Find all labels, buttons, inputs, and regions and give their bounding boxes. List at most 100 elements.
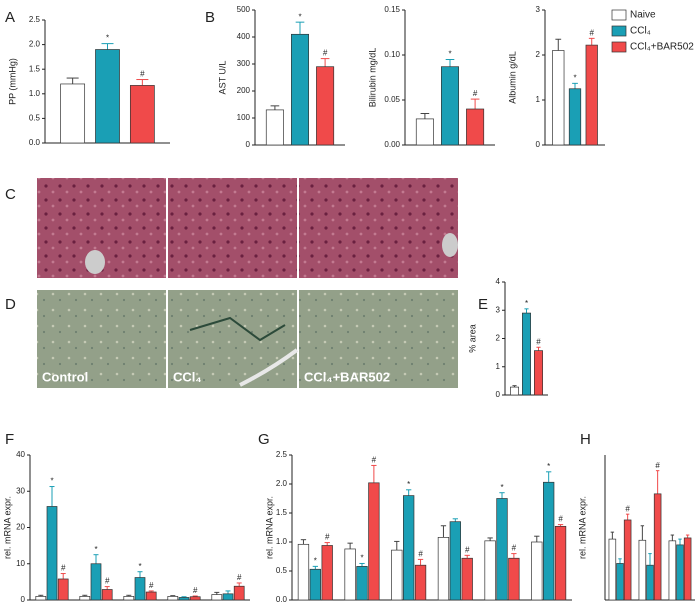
bar	[534, 350, 543, 396]
y-tick-label: 500	[237, 5, 251, 14]
significance-mark: #	[140, 70, 145, 79]
significance-mark: #	[105, 577, 110, 586]
bar	[623, 519, 632, 601]
bar	[297, 543, 310, 601]
bar	[123, 596, 135, 601]
bar	[60, 83, 86, 144]
y-axis-label: rel. mRNA expr.	[2, 496, 12, 559]
panel-letter: E	[478, 296, 488, 313]
bar	[510, 386, 519, 396]
significance-mark: #	[465, 545, 470, 554]
bar	[668, 540, 677, 601]
legend-label: Naive	[630, 10, 656, 21]
significance-mark: #	[61, 564, 66, 573]
bar	[440, 66, 460, 146]
y-tick-label: 0.10	[384, 50, 400, 59]
y-tick-label: 4	[496, 277, 501, 286]
y-tick-label: 2.5	[276, 450, 288, 459]
bar	[585, 44, 598, 146]
bar	[616, 563, 624, 601]
significance-mark: *	[314, 556, 317, 565]
panel-letter: C	[5, 186, 16, 203]
bar	[95, 49, 120, 144]
panel-letter: G	[258, 431, 270, 448]
bar	[321, 545, 333, 601]
y-tick-label: 0.00	[384, 140, 400, 149]
image	[168, 178, 297, 278]
significance-mark: #	[193, 586, 198, 595]
bar	[35, 596, 47, 601]
y-tick-label: 0.5	[29, 114, 41, 123]
significance-mark: #	[149, 581, 154, 590]
significance-mark: #	[558, 515, 563, 524]
y-tick-label: 0.5	[276, 566, 288, 575]
legend-label: CCl₄+BAR502	[630, 42, 694, 53]
significance-mark: *	[50, 477, 53, 486]
bar	[484, 540, 496, 601]
bar	[189, 596, 201, 601]
significance-mark: #	[512, 544, 517, 553]
y-tick-label: 1.5	[276, 508, 288, 517]
bar	[90, 563, 102, 601]
y-tick-label: 100	[237, 113, 251, 122]
bar	[391, 549, 403, 601]
significance-mark: #	[323, 49, 328, 58]
y-tick-label: 0.05	[384, 95, 400, 104]
bar	[344, 548, 356, 601]
image-label: CCl₄	[173, 369, 202, 384]
bar	[403, 495, 415, 601]
y-tick-label: 0.15	[384, 5, 400, 14]
y-tick-label: 1.0	[29, 89, 41, 98]
significance-mark: *	[298, 12, 301, 21]
vessel	[85, 250, 105, 274]
vessel	[239, 348, 299, 387]
y-axis-label: PP (mmHg)	[7, 58, 17, 105]
y-tick-label: 300	[237, 59, 251, 68]
bar	[646, 564, 654, 601]
panel-letter: B	[205, 9, 215, 26]
bar	[101, 589, 113, 601]
y-tick-label: 2	[496, 334, 501, 343]
histology-d: Control CCl₄ CCl₄+BAR502	[37, 290, 458, 388]
legend-label: CCl₄	[630, 26, 651, 37]
bar	[552, 50, 565, 146]
y-axis-label: % area	[467, 324, 477, 353]
bar	[129, 85, 155, 144]
y-tick-label: 2.5	[29, 15, 41, 24]
vessel	[442, 233, 458, 257]
y-tick-label: 400	[237, 32, 251, 41]
significance-mark: *	[448, 50, 451, 59]
y-tick-label: 0	[496, 390, 501, 399]
bar	[461, 557, 473, 601]
bar	[638, 539, 647, 601]
bar	[57, 578, 69, 601]
bar	[437, 537, 450, 601]
significance-mark: #	[372, 456, 377, 465]
y-tick-label: 0.0	[276, 595, 288, 604]
significance-mark: #	[655, 461, 660, 470]
y-tick-label: 40	[16, 450, 25, 459]
bar	[368, 482, 380, 601]
bar	[676, 544, 684, 601]
bar	[290, 33, 310, 146]
significance-mark: #	[590, 28, 595, 37]
y-axis-label: Albumin g/dL	[507, 51, 517, 104]
significance-mark: #	[625, 504, 630, 513]
image	[299, 290, 458, 388]
bar	[554, 525, 567, 601]
y-tick-label: 200	[237, 86, 251, 95]
y-axis-label: rel. mRNA expr.	[577, 496, 587, 559]
legend-swatch	[611, 41, 627, 53]
significance-mark: #	[237, 573, 242, 582]
significance-mark: *	[547, 462, 550, 471]
significance-mark: #	[325, 533, 330, 542]
legend-swatch	[611, 9, 627, 21]
bar	[414, 564, 427, 601]
bar	[211, 594, 223, 601]
bar	[145, 591, 157, 601]
bar	[79, 596, 91, 601]
y-tick-label: 0.0	[29, 138, 41, 147]
y-tick-label: 2	[536, 50, 541, 59]
bar	[46, 506, 58, 601]
